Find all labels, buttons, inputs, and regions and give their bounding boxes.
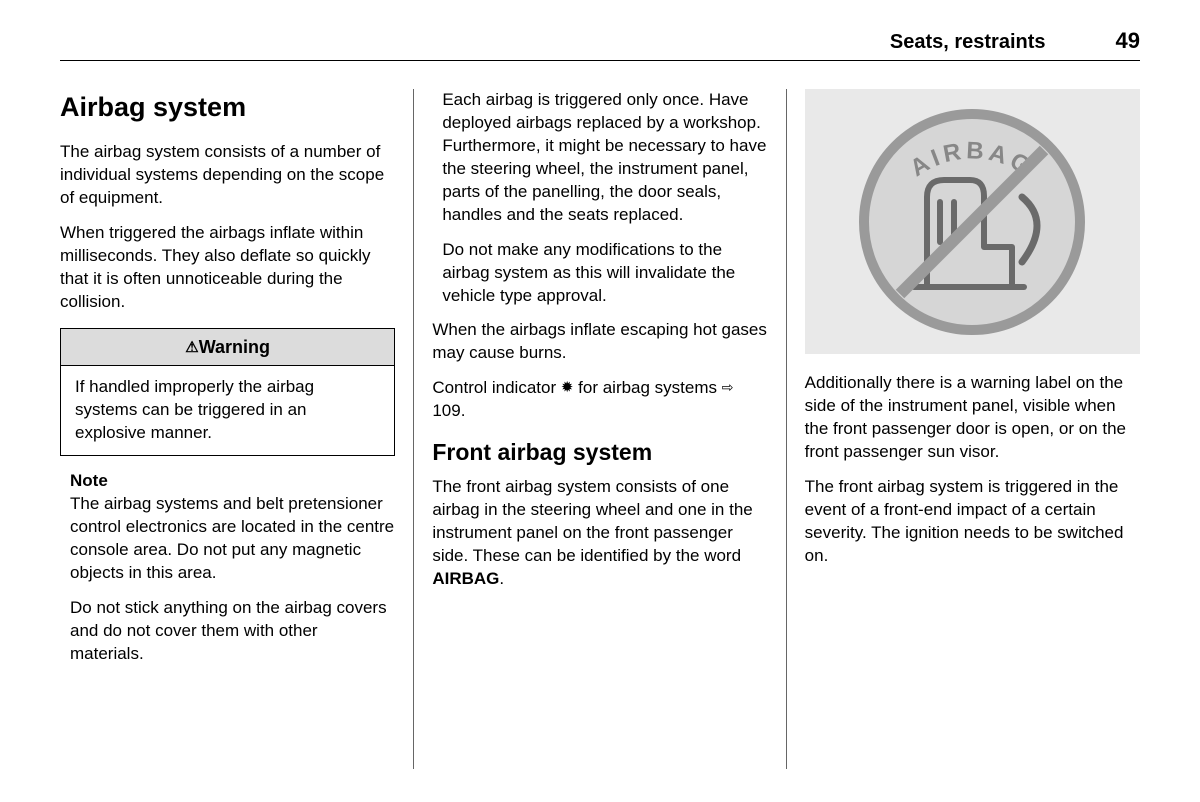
airbag-label-bold: AIRBAG — [432, 569, 499, 588]
note-text: The airbag systems and belt pretensioner… — [70, 494, 394, 582]
sub-heading: Front airbag system — [432, 437, 767, 468]
body-paragraph: The front airbag system consists of one … — [432, 476, 767, 591]
body-paragraph: The airbag system consists of a number o… — [60, 141, 395, 210]
reference-number: 109. — [432, 401, 465, 420]
note-paragraph: Do not stick anything on the airbag cove… — [70, 597, 395, 666]
airbag-prohibition-icon: AIRBAG — [852, 102, 1092, 342]
text-span: The front airbag system consists of one … — [432, 477, 752, 565]
airbag-indicator-icon: ✹ — [561, 379, 574, 396]
column-2: Each airbag is triggered only once. Have… — [414, 89, 786, 769]
column-3: AIRBAG Additionally there is a warning — [787, 89, 1140, 769]
warning-body: If handled improperly the airbag systems… — [61, 366, 394, 455]
text-span: . — [499, 569, 504, 588]
warning-title-text: Warning — [199, 337, 270, 357]
text-span: for airbag systems — [573, 378, 721, 397]
note-paragraph: Note The airbag systems and belt pretens… — [70, 470, 395, 585]
main-heading: Airbag system — [60, 89, 395, 125]
body-paragraph: Control indicator ✹ for airbag systems ⇨… — [432, 377, 767, 423]
column-1: Airbag system The airbag system consists… — [60, 89, 414, 769]
body-paragraph: Do not make any modifications to the air… — [442, 239, 767, 308]
body-paragraph: When the airbags inflate escaping hot ga… — [432, 319, 767, 365]
section-title: Seats, restraints — [890, 31, 1046, 54]
body-paragraph: When triggered the airbags inflate withi… — [60, 222, 395, 314]
warning-icon: ⚠ — [185, 339, 198, 356]
manual-page: Seats, restraints 49 Airbag system The a… — [0, 0, 1200, 802]
content-columns: Airbag system The airbag system consists… — [60, 89, 1140, 769]
text-span: Control indicator — [432, 378, 561, 397]
page-number: 49 — [1116, 28, 1140, 54]
note-block: Note The airbag systems and belt pretens… — [60, 470, 395, 666]
warning-title: ⚠Warning — [61, 329, 394, 366]
reference-arrow-icon: ⇨ — [722, 379, 734, 395]
indented-block: Each airbag is triggered only once. Have… — [432, 89, 767, 307]
body-paragraph: Additionally there is a warning label on… — [805, 372, 1140, 464]
body-paragraph: The front airbag system is triggered in … — [805, 476, 1140, 568]
warning-box: ⚠Warning If handled improperly the airba… — [60, 328, 395, 456]
page-header: Seats, restraints 49 — [60, 28, 1140, 61]
prohibition-figure: AIRBAG — [805, 89, 1140, 354]
body-paragraph: Each airbag is triggered only once. Have… — [442, 89, 767, 227]
note-label: Note — [70, 471, 108, 490]
